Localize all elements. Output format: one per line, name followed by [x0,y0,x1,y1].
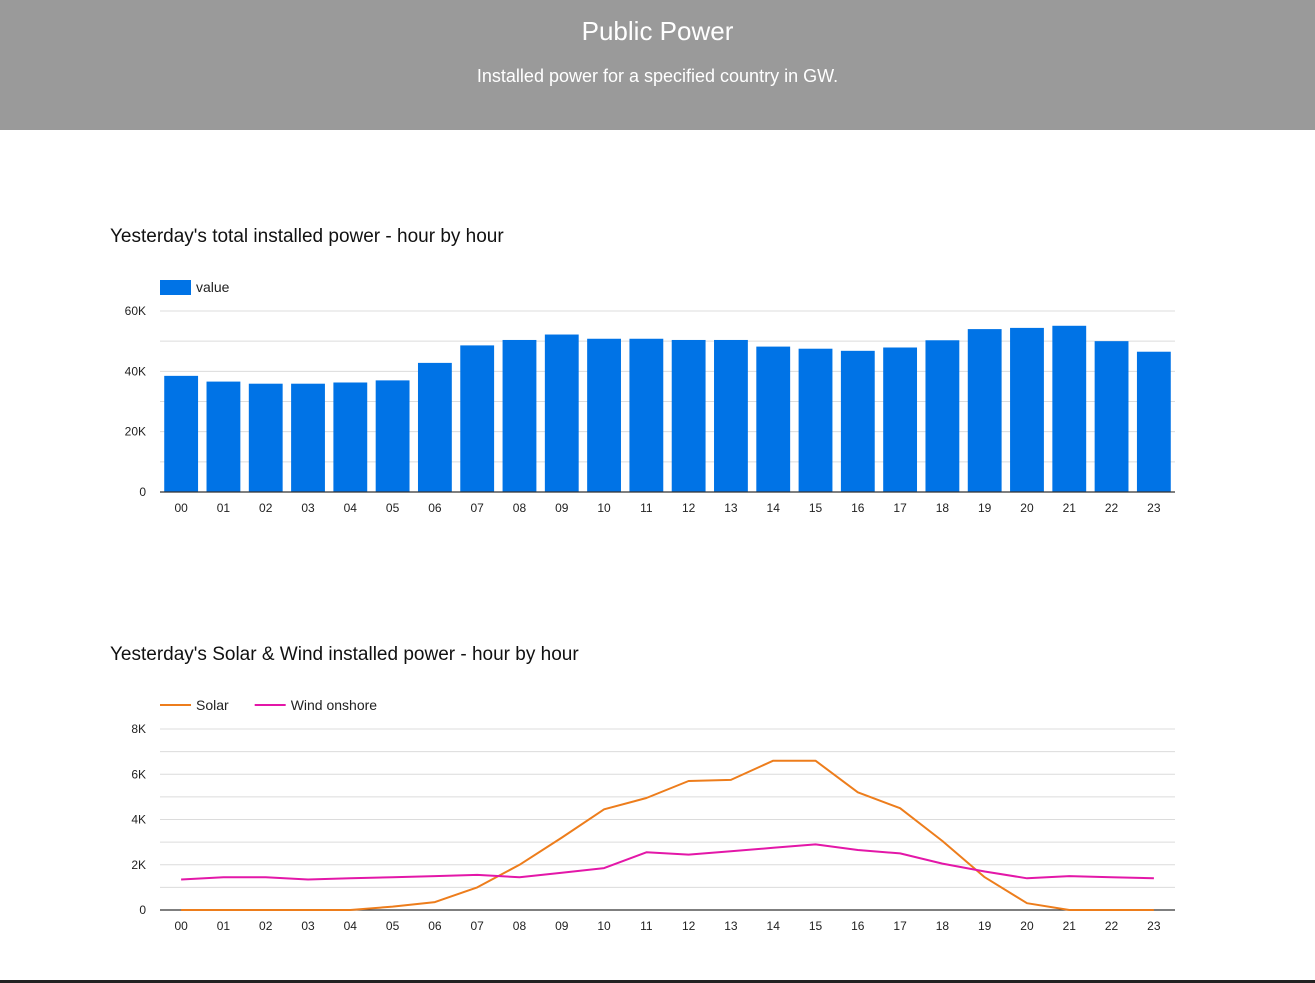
x-tick-label: 09 [555,501,569,515]
x-tick-label: 17 [893,919,907,933]
x-tick-label: 23 [1147,919,1161,933]
y-tick-label: 6K [131,767,146,781]
x-tick-label: 02 [259,919,273,933]
x-tick-label: 05 [386,501,400,515]
bar-13 [714,339,748,492]
y-tick-label: 4K [131,813,146,827]
solar-wind-line-chart: 0 2K 4K 6K 8K 00 01 02 03 04 05 06 07 08 09 10 11 12 13 14 1… [131,697,1175,933]
x-tick-label: 11 [640,501,653,515]
legend-label-value: value [196,279,230,295]
x-tick-label: 19 [978,501,992,515]
x-tick-label: 02 [259,501,273,515]
x-tick-label: 07 [471,919,485,933]
bar-01 [206,381,241,492]
x-tick-label: 08 [513,501,527,515]
y-tick-label: 60K [125,304,146,318]
x-tick-label: 03 [301,501,315,515]
x-tick-label: 10 [597,919,611,933]
x-tick-label: 01 [217,501,231,515]
page-title: Public Power [581,16,734,46]
legend-label-wind-onshore: Wind onshore [291,697,378,713]
x-tick-label: 01 [217,919,231,933]
total-power-bar-chart: 0 20K 40K 60K 00 01 02 03 04 05 06 07 08 09 10 11 12 13 14… [125,279,1175,515]
report-header: Public Power Installed power for a speci… [0,0,1315,130]
x-tick-label: 05 [386,919,400,933]
bar-19 [967,329,1002,492]
x-tick-label: 19 [978,919,992,933]
bar-22 [1094,341,1129,492]
bar-02 [248,383,283,492]
x-tick-label: 04 [344,919,358,933]
x-tick-label: 17 [893,501,907,515]
page-bottom-divider [0,980,1315,983]
bar-20 [1010,327,1044,492]
series-line-wind-onshore [181,843,1154,881]
x-tick-label: 12 [682,501,696,515]
series-line-solar [181,759,1154,911]
bar-15 [798,348,833,492]
bar-18 [925,340,960,492]
x-tick-label: 22 [1105,919,1119,933]
x-tick-label: 16 [851,501,865,515]
x-tick-label: 08 [513,919,527,933]
x-tick-label: 21 [1063,501,1077,515]
bar-10 [587,338,621,492]
bar-12 [671,339,706,492]
bar-07 [460,345,495,492]
x-tick-label: 03 [301,919,315,933]
total-power-chart-title: Yesterday's total installed power - hour… [110,226,504,247]
x-tick-label: 15 [809,501,823,515]
bar-17 [883,347,918,492]
x-tick-label: 14 [767,919,781,933]
bar-04 [333,382,368,492]
legend-label-solar: Solar [196,697,229,713]
x-tick-label: 23 [1147,501,1161,515]
y-tick-label: 0 [139,903,146,917]
bar-14 [756,346,791,492]
x-tick-label: 18 [936,919,950,933]
x-tick-label: 14 [767,501,781,515]
x-tick-label: 20 [1020,501,1034,515]
bar-05 [375,380,410,492]
bar-21 [1052,325,1087,492]
x-tick-label: 13 [724,919,738,933]
y-tick-label: 2K [131,858,146,872]
x-tick-label: 09 [555,919,569,933]
page-subtitle: Installed power for a specified country … [476,66,839,86]
y-tick-label: 0 [139,485,146,499]
x-tick-label: 10 [597,501,611,515]
x-tick-label: 06 [428,919,442,933]
x-tick-label: 12 [682,919,696,933]
bar-09 [544,334,579,492]
solar-wind-chart-title: Yesterday's Solar & Wind installed power… [110,644,579,665]
x-tick-label: 06 [428,501,442,515]
y-tick-label: 20K [125,425,146,439]
bar-08 [502,339,537,492]
x-tick-label: 18 [936,501,950,515]
x-tick-label: 04 [344,501,358,515]
x-tick-label: 22 [1105,501,1119,515]
x-tick-label: 20 [1020,919,1034,933]
x-tick-label: 21 [1063,919,1077,933]
bar-23 [1136,351,1171,492]
x-tick-label: 00 [174,501,188,515]
x-tick-label: 13 [724,501,738,515]
bar-06 [417,362,452,492]
x-tick-label: 16 [851,919,865,933]
y-tick-label: 8K [131,722,146,736]
bar-16 [840,350,875,492]
bar-11 [629,338,664,492]
bar-03 [291,383,325,492]
y-tick-label: 40K [125,364,146,378]
x-tick-label: 00 [174,919,188,933]
bar-00 [164,375,199,492]
legend-swatch-value [160,280,191,295]
x-tick-label: 15 [809,919,823,933]
x-tick-label: 07 [471,501,485,515]
x-tick-label: 11 [640,919,653,933]
